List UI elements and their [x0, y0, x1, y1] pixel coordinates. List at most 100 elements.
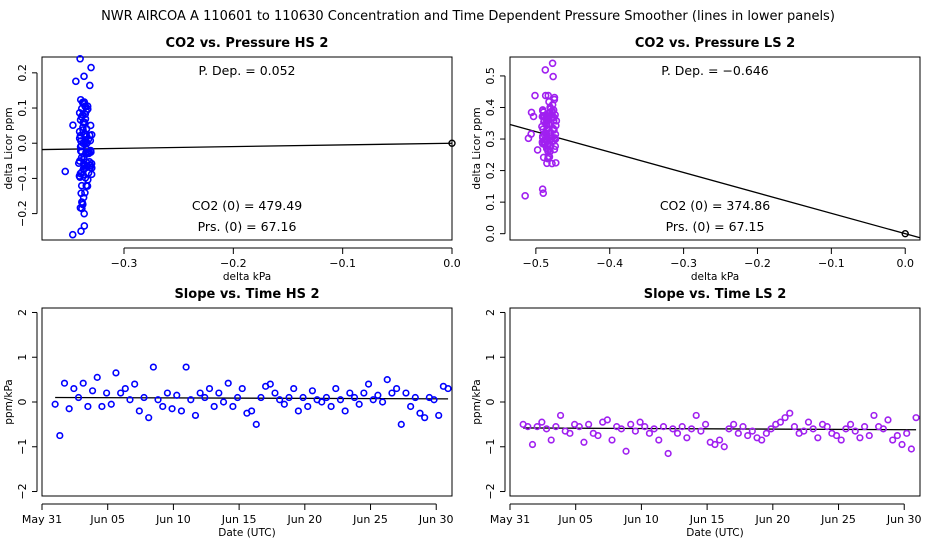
y-tick-label: −0.2	[16, 200, 29, 227]
data-point	[393, 384, 401, 393]
data-point	[369, 396, 377, 404]
x-tick-label: Jun 15	[221, 513, 257, 526]
data-point	[683, 434, 691, 442]
data-point	[182, 363, 190, 371]
x-tick-label: Jun 10	[155, 513, 191, 526]
data-point	[435, 411, 443, 420]
data-point	[145, 414, 153, 422]
data-point	[87, 164, 96, 172]
y-tick-label: −1	[16, 439, 29, 455]
y-axis-label: delta Licor ppm	[471, 107, 483, 189]
data-point	[527, 108, 536, 117]
data-point	[893, 431, 901, 440]
data-point	[687, 425, 696, 433]
data-point	[725, 425, 733, 433]
data-point	[861, 423, 869, 431]
data-point	[551, 142, 560, 150]
data-point	[80, 153, 88, 161]
data-point	[444, 384, 452, 393]
data-point	[430, 396, 438, 404]
data-point	[715, 436, 724, 444]
data-point	[378, 398, 387, 406]
x-tick-label: −0.2	[220, 257, 247, 270]
figure-title: NWR AIRCOA A 110601 to 110630 Concentrat…	[101, 9, 835, 24]
y-tick-label: 0	[484, 399, 497, 406]
data-point	[549, 72, 557, 81]
data-point	[336, 396, 345, 404]
y-tick-label: 1	[16, 354, 29, 361]
data-point	[645, 429, 654, 437]
fit-line	[523, 427, 917, 431]
data-point	[86, 81, 94, 90]
data-point	[697, 427, 705, 435]
data-point	[87, 63, 95, 72]
data-point	[551, 159, 560, 167]
data-point	[734, 429, 742, 437]
data-point	[205, 384, 214, 393]
fit-line	[55, 396, 449, 400]
chart-co2-pressure-hs: CO2 vs. Pressure HS 2−0.3 −0.2 −0.1 0.0delt…	[3, 36, 461, 283]
data-point	[374, 391, 382, 399]
data-point	[814, 434, 822, 442]
data-point	[556, 411, 565, 420]
data-point	[786, 409, 794, 417]
data-point	[271, 389, 279, 397]
data-point	[65, 405, 73, 413]
data-point	[842, 425, 850, 433]
data-point	[809, 425, 817, 433]
data-point	[907, 445, 915, 453]
data-point	[285, 393, 293, 402]
data-point	[781, 414, 789, 422]
data-point	[257, 393, 265, 402]
data-point	[903, 429, 911, 437]
data-point	[252, 420, 260, 428]
data-point	[112, 369, 120, 377]
x-tick-label: 0.0	[443, 257, 461, 270]
data-point	[641, 423, 649, 431]
data-point	[539, 125, 547, 133]
data-point	[547, 436, 555, 444]
plot-frame	[41, 307, 453, 497]
x-tick-label: 0.0	[896, 257, 914, 270]
data-point	[70, 384, 78, 393]
data-point	[823, 423, 831, 431]
data-point	[81, 188, 89, 197]
data-point	[121, 384, 129, 393]
data-point	[87, 159, 96, 168]
y-tick-label: 0.4	[484, 99, 497, 117]
data-point	[117, 389, 125, 397]
data-point	[77, 181, 86, 190]
data-point	[575, 423, 583, 431]
data-point	[383, 376, 391, 384]
data-point	[701, 420, 710, 428]
data-point	[77, 227, 85, 236]
data-point	[196, 389, 204, 397]
data-point	[51, 400, 59, 408]
data-point	[879, 425, 887, 433]
data-point	[276, 396, 284, 404]
data-point	[622, 447, 630, 455]
y-tick-label: 0.0	[16, 134, 29, 152]
data-point	[168, 405, 176, 413]
data-point	[173, 391, 181, 399]
data-point	[669, 425, 677, 433]
data-point	[533, 146, 542, 154]
data-point	[776, 418, 785, 426]
data-point	[539, 153, 548, 162]
reference-point	[448, 139, 456, 147]
data-point	[84, 176, 92, 184]
data-point	[627, 420, 635, 428]
data-point	[655, 436, 663, 444]
data-point	[538, 185, 547, 194]
data-point	[546, 147, 554, 156]
data-point	[294, 407, 302, 415]
y-tick-label: 2	[484, 309, 497, 316]
data-point	[107, 400, 115, 408]
data-point	[56, 431, 64, 440]
x-axis-label: delta kPa	[691, 271, 739, 283]
data-point	[290, 384, 298, 393]
panel-title: CO2 vs. Pressure LS 2	[635, 36, 795, 51]
data-point	[548, 59, 557, 68]
data-point	[327, 402, 335, 411]
data-point	[744, 431, 752, 440]
